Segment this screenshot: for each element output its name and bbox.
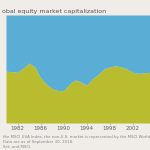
Text: the MSCI USA Index; the non-U.S. market is represented by the MSCI World Index e: the MSCI USA Index; the non-U.S. market … bbox=[3, 135, 150, 148]
Text: obal equity market capitalization: obal equity market capitalization bbox=[2, 9, 106, 14]
